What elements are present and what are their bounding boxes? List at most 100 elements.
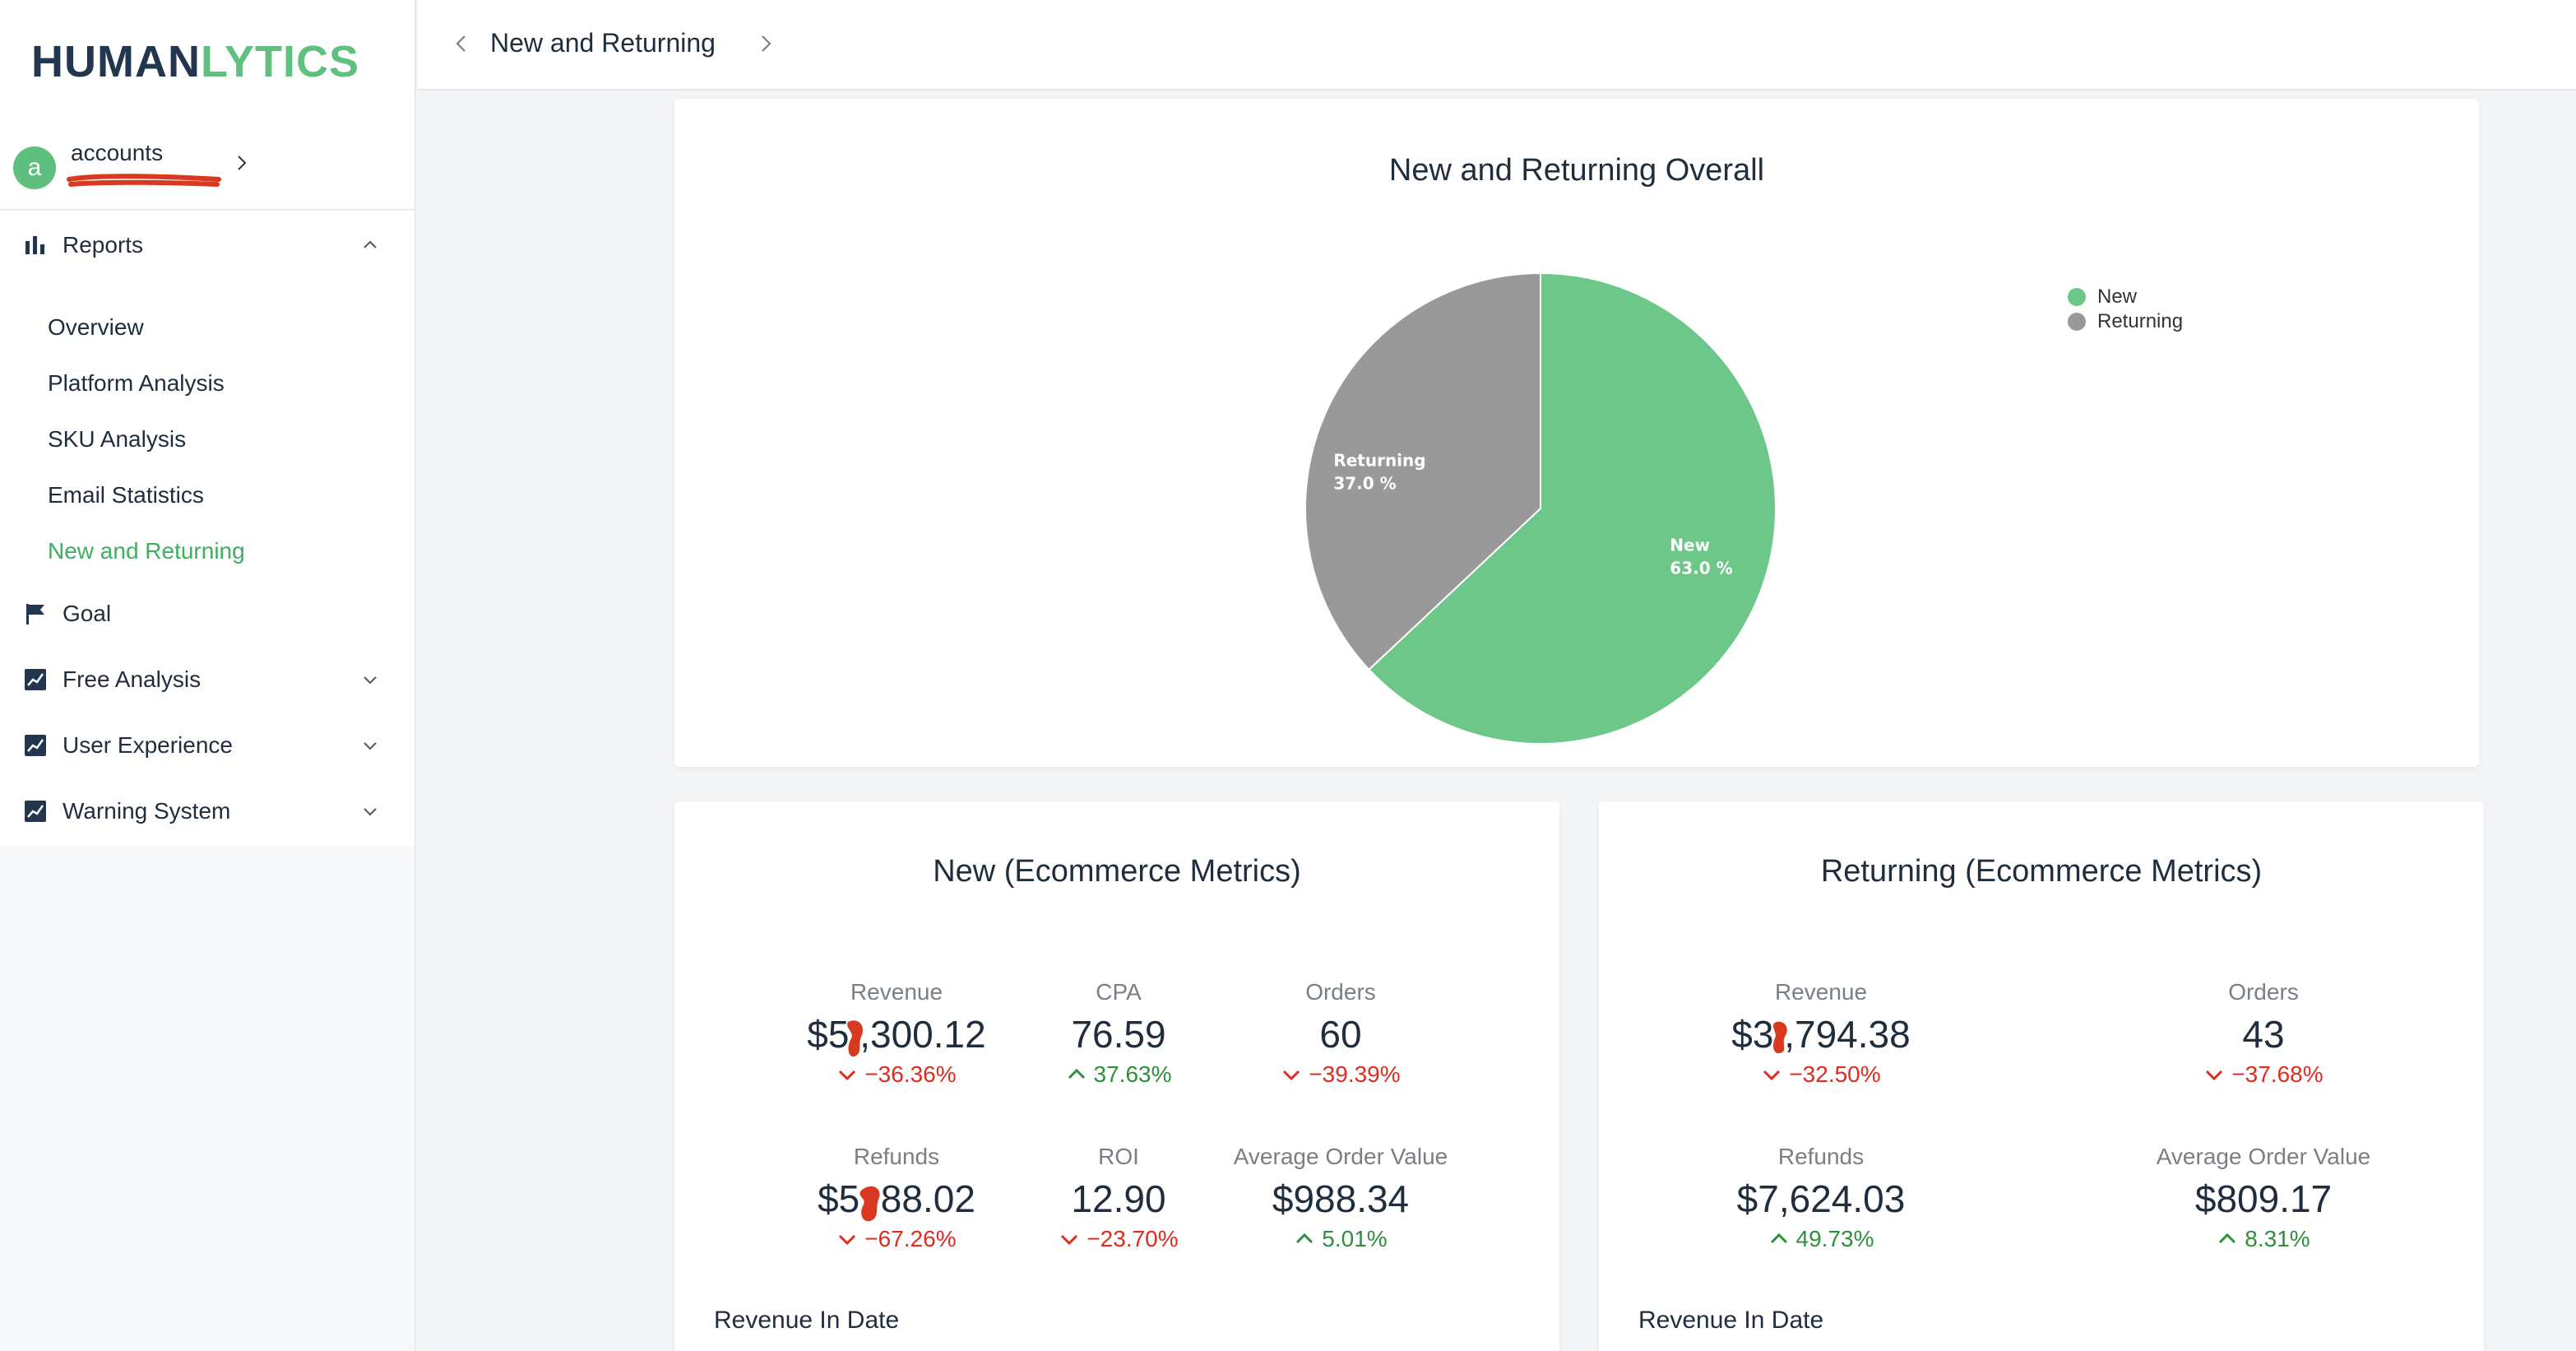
metric-value: 60 [1319, 1013, 1362, 1056]
nav-reports-label: Reports [63, 232, 144, 258]
sidebar-item-platform-analysis[interactable]: Platform Analysis [48, 370, 225, 396]
pie-data-label-returning: Returning 37.0 % [1333, 451, 1425, 494]
metric-change: −32.50% [1702, 1061, 1940, 1088]
returning-metrics-card: Returning (Ecommerce Metrics) Revenue $3… [1599, 801, 2484, 1351]
sidebar-item-overview[interactable]: Overview [48, 314, 144, 340]
metric-change: −67.26% [777, 1226, 1016, 1252]
metric-value: 43 [2242, 1013, 2285, 1056]
bar-chart-icon [25, 236, 44, 254]
chevron-down-icon [839, 1234, 856, 1246]
sidebar-item-email-statistics[interactable]: Email Statistics [48, 482, 204, 508]
pie-data-label-new: New 63.0 % [1670, 535, 1732, 578]
chevron-down-icon [2206, 1070, 2223, 1081]
sidebar: HUMANLYTICS a accounts Reports Overview … [0, 0, 416, 1351]
sidebar-empty-area [0, 846, 415, 1351]
avatar: a [13, 146, 56, 189]
nav-free-analysis[interactable]: Free Analysis [0, 657, 415, 703]
logo-human: HUMAN [31, 37, 201, 86]
chevron-down-icon [364, 742, 377, 750]
account-switcher[interactable]: a accounts [13, 140, 247, 194]
metric-label: Revenue [850, 979, 943, 1005]
metric-returning-refunds: Refunds $7,624.03 49.73% [1702, 1144, 1940, 1252]
metric-change-value: −39.39% [1309, 1061, 1401, 1087]
legend-item-returning[interactable]: Returning [2068, 309, 2183, 334]
chevron-down-icon [1763, 1070, 1781, 1081]
logo-lytics: LYTICS [200, 37, 360, 86]
metric-change: 37.63% [999, 1061, 1238, 1088]
redaction-blot [859, 1186, 880, 1222]
metric-change: −39.39% [1221, 1061, 1460, 1088]
metric-label: Average Order Value [2156, 1144, 2371, 1169]
metric-new-refunds: Refunds $5, 88.02 −67.26% [777, 1144, 1016, 1252]
metric-new-revenue: Revenue $5 ,300.12 −36.36% [777, 979, 1016, 1088]
metric-change: 49.73% [1702, 1226, 1940, 1252]
metric-new-cpa: CPA 76.59 37.63% [999, 979, 1238, 1088]
metric-change-value: 37.63% [1093, 1061, 1172, 1087]
account-name: accounts [71, 140, 164, 165]
metric-label: Refunds [1777, 1144, 1865, 1169]
metric-value: $7,624.03 [1736, 1177, 1906, 1220]
metric-change-value: 49.73% [1795, 1226, 1874, 1251]
redaction-scribble [67, 174, 221, 187]
metric-new-aov: Average Order Value $988.34 5.01% [1221, 1144, 1460, 1252]
metric-value: $809.17 [2194, 1177, 2333, 1220]
metric-change: 5.01% [1221, 1226, 1460, 1252]
metric-change-value: −36.36% [864, 1061, 957, 1087]
pie-slice-returning[interactable] [1304, 272, 1541, 671]
metric-change-value: 8.31% [2245, 1226, 2310, 1251]
chart-legend: New Returning [2068, 285, 2183, 334]
divider [0, 209, 415, 211]
metric-change-value: −32.50% [1789, 1061, 1881, 1087]
chevron-right-icon [238, 156, 247, 170]
metric-new-roi: ROI 12.90 −23.70% [999, 1144, 1238, 1252]
chevron-down-icon [839, 1070, 856, 1081]
chevron-left-icon[interactable] [451, 33, 472, 54]
metric-label: Average Order Value [1233, 1144, 1448, 1169]
metric-label: Orders [2228, 979, 2299, 1005]
nav-warning-system[interactable]: Warning System [0, 788, 415, 834]
new-revenue-in-date-title: Revenue In Date [714, 1307, 900, 1334]
metric-change: −36.36% [777, 1061, 1016, 1088]
metric-new-orders: Orders 60 −39.39% [1221, 979, 1460, 1088]
chevron-up-icon [364, 240, 377, 248]
chevron-down-icon [1061, 1234, 1078, 1246]
nav-user-experience[interactable]: User Experience [0, 722, 415, 768]
line-chart-icon [25, 801, 46, 822]
chevron-right-icon[interactable] [755, 33, 776, 54]
chevron-down-icon [364, 808, 377, 816]
metric-value: $5 ,300.12 [807, 1013, 986, 1056]
pie-chart: New 63.0 % Returning 37.0 % [1304, 272, 1777, 745]
line-chart-icon [25, 669, 46, 690]
metric-returning-revenue: Revenue $3 ,794.38 −32.50% [1702, 979, 1940, 1088]
nav-goal-label: Goal [63, 601, 112, 626]
chevron-up-icon [1068, 1068, 1085, 1079]
nav-reports[interactable]: Reports [0, 222, 415, 268]
metric-returning-orders: Orders 43 −37.68% [2144, 979, 2383, 1088]
metric-value: $3 ,794.38 [1731, 1013, 1911, 1056]
chevron-up-icon [2219, 1233, 2236, 1244]
new-metrics-card: New (Ecommerce Metrics) Revenue $5 ,300.… [674, 801, 1559, 1351]
flag-icon [26, 604, 44, 624]
returning-metrics-title: Returning (Ecommerce Metrics) [1820, 854, 2263, 889]
overall-title: New and Returning Overall [1388, 153, 1765, 188]
legend-dot-new [2068, 288, 2086, 306]
humanlytics-logo[interactable]: HUMANLYTICS [31, 36, 359, 87]
metric-change-value: −37.68% [2231, 1061, 2323, 1087]
legend-item-new[interactable]: New [2068, 285, 2183, 309]
metric-label: Orders [1305, 979, 1376, 1005]
sidebar-item-sku-analysis[interactable]: SKU Analysis [48, 426, 187, 452]
nav-goal[interactable]: Goal [0, 591, 415, 637]
new-metrics-title: New (Ecommerce Metrics) [933, 854, 1301, 889]
chevron-up-icon [1770, 1233, 1787, 1244]
metric-label: CPA [1096, 979, 1142, 1005]
legend-label-returning: Returning [2097, 310, 2184, 332]
metric-label: Refunds [853, 1144, 940, 1169]
nav-user-experience-label: User Experience [63, 732, 233, 758]
metric-change-value: −23.70% [1086, 1226, 1179, 1251]
metric-change-value: −67.26% [864, 1226, 957, 1251]
metric-change: 8.31% [2144, 1226, 2383, 1252]
sidebar-item-new-and-returning[interactable]: New and Returning [48, 538, 245, 564]
returning-revenue-in-date-title: Revenue In Date [1638, 1307, 1824, 1334]
metric-label: ROI [1098, 1144, 1139, 1169]
pie-slice-new[interactable] [1368, 272, 1777, 745]
